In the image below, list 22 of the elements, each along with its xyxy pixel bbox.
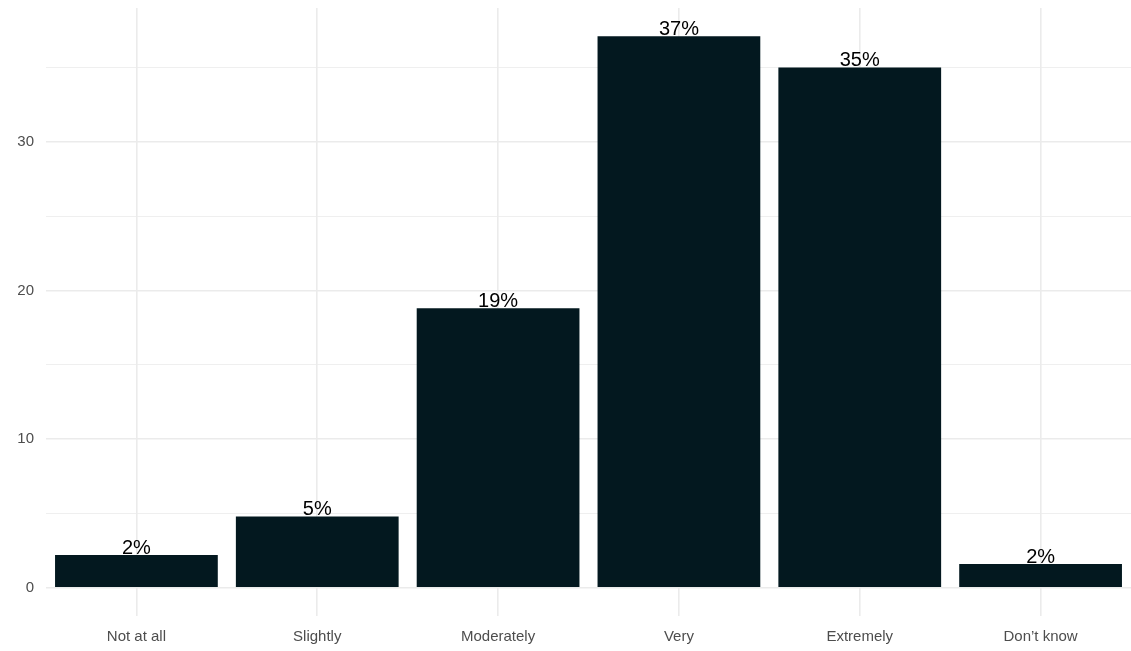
- bar: [778, 67, 942, 587]
- y-tick-label: 10: [17, 429, 34, 447]
- bar: [235, 516, 399, 587]
- x-tick-label: Very: [663, 627, 695, 645]
- x-tick-label: Slightly: [293, 627, 342, 645]
- y-tick-label: 0: [25, 577, 34, 595]
- data-label: 2%: [1026, 544, 1056, 567]
- x-tick-label: Don’t know: [1003, 627, 1078, 645]
- bar: [597, 36, 761, 587]
- bar: [959, 563, 1122, 587]
- data-label: 37%: [658, 17, 700, 40]
- x-tick-label: Moderately: [460, 627, 536, 645]
- bar: [55, 555, 218, 587]
- x-tick-label: Extremely: [826, 627, 894, 645]
- y-tick-label: 30: [17, 131, 34, 149]
- bar: [416, 308, 580, 587]
- y-tick-label: 20: [17, 280, 34, 298]
- data-label: 19%: [478, 289, 519, 312]
- data-label: 5%: [302, 497, 332, 520]
- data-label: 2%: [121, 536, 152, 559]
- x-tick-label: Not at all: [106, 627, 167, 645]
- data-label: 35%: [839, 48, 880, 71]
